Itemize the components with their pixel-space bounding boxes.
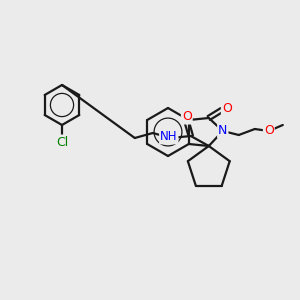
- Text: NH: NH: [160, 130, 178, 143]
- Text: O: O: [264, 124, 274, 137]
- Text: Cl: Cl: [56, 136, 68, 148]
- Text: O: O: [182, 110, 192, 124]
- Text: O: O: [222, 103, 232, 116]
- Text: N: N: [218, 124, 227, 137]
